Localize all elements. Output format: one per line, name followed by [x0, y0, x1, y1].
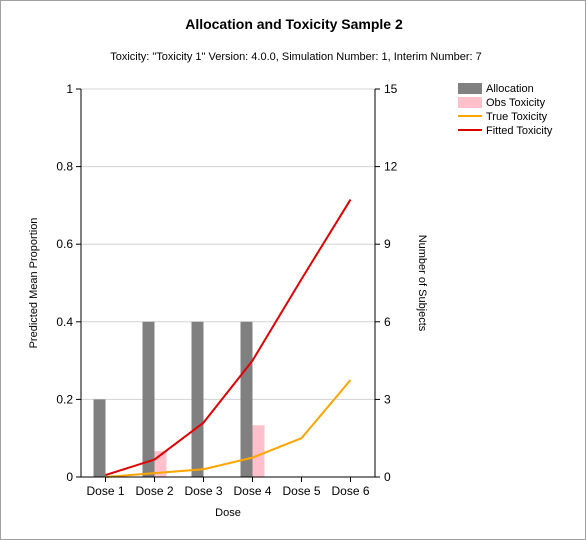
right-axis-ticks: 0 3 6 9 12 15 — [375, 82, 398, 484]
left-tick-label: 0.8 — [56, 160, 73, 174]
line-true-toxicity — [105, 379, 352, 478]
x-tick-label: Dose 1 — [86, 484, 124, 498]
left-tick-label: 0 — [66, 470, 73, 484]
bar-allocation — [191, 321, 204, 477]
left-tick-label: 0.2 — [56, 392, 73, 406]
legend-label-fitted-toxicity: Fitted Toxicity — [486, 125, 553, 137]
right-tick-label: 6 — [384, 315, 391, 329]
lines — [105, 199, 352, 478]
legend: Allocation Obs Toxicity True Toxicity Fitte… — [458, 83, 553, 137]
chart-title: Allocation and Toxicity Sample 2 — [185, 16, 403, 32]
bar-allocation — [240, 321, 253, 477]
x-tick-label: Dose 4 — [233, 484, 271, 498]
right-tick-label: 0 — [384, 470, 391, 484]
legend-swatch-allocation — [458, 83, 482, 94]
x-axis-ticks: Dose 1 Dose 2 Dose 3 Dose 4 Dose 5 Dose 6 — [86, 477, 370, 498]
left-tick-label: 1 — [66, 82, 73, 96]
x-tick-label: Dose 3 — [184, 484, 222, 498]
right-tick-label: 3 — [384, 392, 391, 406]
right-tick-label: 9 — [384, 237, 391, 251]
bars — [93, 321, 265, 477]
x-axis-label: Dose — [215, 507, 241, 519]
gridlines — [81, 88, 375, 400]
left-axis-ticks: 0 0.2 0.4 0.6 0.8 1 — [56, 82, 81, 484]
left-axis-label: Predicted Mean Proportion — [28, 218, 40, 349]
bar-allocation — [142, 321, 155, 477]
right-tick-label: 15 — [384, 82, 398, 96]
x-tick-label: Dose 5 — [282, 484, 320, 498]
chart-subtitle: Toxicity: "Toxicity 1" Version: 4.0.0, S… — [110, 51, 482, 63]
legend-label-obs-toxicity: Obs Toxicity — [486, 97, 546, 109]
x-tick-label: Dose 6 — [331, 484, 369, 498]
right-tick-label: 12 — [384, 160, 398, 174]
right-axis-label: Number of Subjects — [416, 235, 428, 332]
legend-label-allocation: Allocation — [486, 83, 534, 95]
bar-allocation — [93, 399, 106, 477]
left-tick-label: 0.4 — [56, 315, 73, 329]
bar-obs-toxicity — [252, 425, 265, 477]
left-tick-label: 0.6 — [56, 237, 73, 251]
line-fitted-toxicity — [105, 199, 352, 477]
legend-label-true-toxicity: True Toxicity — [486, 111, 548, 123]
axes — [80, 89, 376, 478]
x-tick-label: Dose 2 — [135, 484, 173, 498]
legend-swatch-obs-toxicity — [458, 97, 482, 108]
